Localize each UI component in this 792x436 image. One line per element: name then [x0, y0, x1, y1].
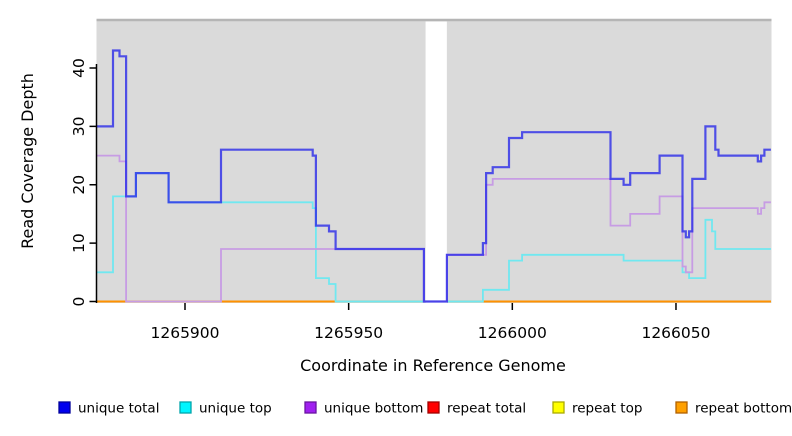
legend-swatch-unique-top [179, 401, 192, 414]
legend-swatch-unique-total [58, 401, 71, 414]
y-tick-label: 20 [70, 175, 88, 195]
legend-label-repeat-total: repeat total [447, 401, 526, 417]
legend-label-unique-total: unique total [78, 401, 159, 417]
legend: unique total unique top unique bottom repea… [58, 401, 792, 417]
x-axis-ticks: 1265900 1265950 1266000 1266050 [150, 303, 710, 342]
x-tick-label: 1266050 [641, 324, 710, 342]
legend-label-repeat-bottom: repeat bottom [695, 401, 792, 417]
y-axis-title: Read Coverage Depth [18, 73, 37, 249]
y-tick-label: 10 [70, 233, 88, 253]
axes: 1265900 1265950 1266000 1266050 0 10 20 30 40 C… [18, 58, 710, 375]
no-data-gap [425, 21, 447, 303]
x-tick-label: 1266000 [478, 324, 547, 342]
legend-label-repeat-top: repeat top [572, 401, 642, 417]
legend-swatch-repeat-total [427, 401, 440, 414]
series-line-unique-total [96, 49, 771, 303]
legend-label-unique-top: unique top [199, 401, 272, 417]
y-tick-label: 0 [70, 297, 88, 307]
x-axis-title: Coordinate in Reference Genome [300, 356, 566, 375]
y-tick-label: 40 [70, 58, 88, 78]
x-tick-label: 1265950 [314, 324, 383, 342]
legend-swatch-repeat-top [552, 401, 565, 414]
series-lines [96, 49, 771, 303]
series-line-unique-bottom [96, 154, 771, 303]
y-axis-ticks: 0 10 20 30 40 [70, 58, 97, 306]
x-tick-label: 1265900 [150, 324, 219, 342]
legend-swatch-unique-bottom [304, 401, 317, 414]
legend-swatch-repeat-bottom [675, 401, 688, 414]
y-tick-label: 30 [70, 117, 88, 137]
legend-label-unique-bottom: unique bottom [324, 401, 423, 417]
